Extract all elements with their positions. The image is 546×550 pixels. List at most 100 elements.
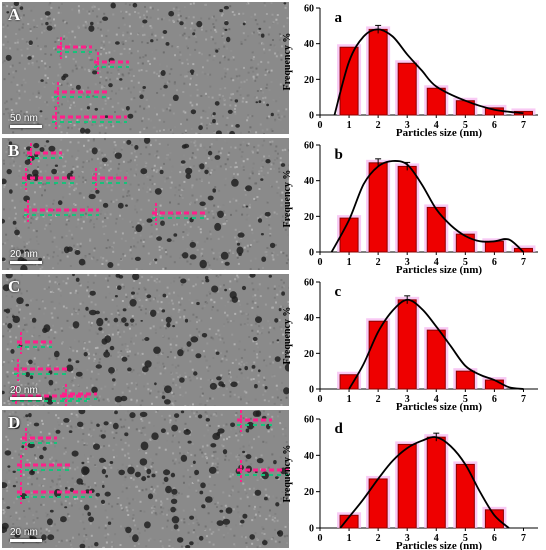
tem-grain bbox=[96, 22, 99, 25]
tem-grain bbox=[169, 255, 172, 258]
tem-grain bbox=[79, 520, 82, 522]
tem-grain bbox=[157, 17, 160, 20]
tem-grain bbox=[217, 528, 220, 531]
tem-grain bbox=[53, 307, 56, 310]
tem-grain bbox=[120, 107, 123, 110]
tem-grain bbox=[112, 250, 115, 253]
tem-grain bbox=[56, 171, 59, 173]
tem-grain bbox=[251, 306, 254, 309]
tem-grain bbox=[129, 322, 132, 325]
tem-grain bbox=[191, 240, 194, 242]
tem-grain bbox=[13, 148, 16, 151]
tem-grain bbox=[134, 353, 137, 356]
tem-grain bbox=[154, 297, 156, 300]
tem-grain bbox=[227, 130, 229, 133]
tem-grain bbox=[203, 305, 206, 308]
tem-grain bbox=[119, 53, 122, 56]
tem-grain bbox=[253, 239, 256, 242]
tem-grain bbox=[59, 485, 62, 488]
tem-grain bbox=[57, 282, 59, 285]
tem-grain bbox=[201, 280, 204, 283]
tem-grain bbox=[265, 87, 268, 89]
tem-grain bbox=[60, 422, 63, 425]
tem-grain bbox=[90, 435, 93, 438]
nanoparticle bbox=[184, 318, 189, 323]
tem-panel-d: D 20 nm bbox=[2, 410, 289, 548]
tem-grain bbox=[137, 12, 140, 15]
tem-grain bbox=[137, 81, 140, 84]
tem-grain bbox=[222, 32, 225, 35]
tem-grain bbox=[267, 539, 270, 542]
tem-grain bbox=[93, 358, 96, 360]
tem-grain bbox=[83, 196, 85, 199]
tem-grain bbox=[276, 519, 279, 522]
tem-grain bbox=[215, 333, 218, 336]
tem-grain bbox=[234, 427, 237, 430]
tem-grain bbox=[170, 371, 173, 374]
tem-grain bbox=[8, 208, 11, 211]
tem-grain bbox=[240, 155, 243, 158]
nanoparticle bbox=[31, 317, 37, 323]
tem-grain bbox=[167, 144, 170, 147]
tem-grain bbox=[166, 154, 169, 156]
tem-grain bbox=[139, 56, 142, 59]
tem-grain bbox=[180, 194, 183, 197]
tem-grain bbox=[246, 144, 249, 147]
tem-grain bbox=[48, 357, 51, 360]
tem-grain bbox=[225, 350, 228, 353]
nanoparticle bbox=[88, 25, 95, 32]
tem-grain bbox=[107, 320, 110, 323]
nanoparticle bbox=[185, 545, 191, 548]
nanoparticle bbox=[214, 101, 220, 106]
tem-grain bbox=[62, 387, 65, 389]
tem-grain bbox=[164, 492, 167, 495]
tem-grain bbox=[269, 168, 272, 170]
tem-grain bbox=[164, 448, 167, 451]
tem-grain bbox=[245, 218, 248, 221]
tem-grain bbox=[259, 295, 262, 298]
nanoparticle bbox=[212, 188, 216, 193]
tem-grain bbox=[71, 88, 74, 90]
tem-grain bbox=[197, 226, 200, 229]
tem-grain bbox=[88, 352, 90, 355]
tem-grain bbox=[86, 348, 89, 351]
tem-grain bbox=[219, 61, 222, 64]
x-tick-label: 5 bbox=[463, 257, 468, 268]
tem-grain bbox=[164, 367, 167, 370]
tem-grain bbox=[253, 146, 256, 149]
tem-grain bbox=[211, 210, 214, 213]
tem-grain bbox=[211, 248, 214, 251]
tem-grain bbox=[192, 403, 194, 406]
tem-grain bbox=[240, 40, 243, 43]
x-tick-label: 2 bbox=[376, 257, 381, 268]
tem-grain bbox=[127, 190, 130, 193]
tem-grain bbox=[126, 383, 129, 386]
scale-bar: 20 nm bbox=[10, 250, 42, 264]
tem-grain bbox=[174, 400, 177, 402]
tem-grain bbox=[54, 166, 57, 169]
tem-grain bbox=[27, 224, 30, 227]
nanoparticle bbox=[98, 327, 103, 331]
tem-grain bbox=[232, 508, 235, 511]
nanoparticle bbox=[199, 490, 204, 495]
tem-grain bbox=[143, 33, 146, 36]
tem-grain bbox=[27, 132, 30, 134]
nanoparticle bbox=[143, 138, 151, 144]
tem-grain bbox=[195, 489, 198, 492]
tem-grain bbox=[78, 282, 81, 285]
tem-grain bbox=[269, 215, 272, 218]
tem-grain bbox=[84, 181, 87, 184]
tem-grain bbox=[189, 404, 192, 406]
tem-grain bbox=[134, 297, 137, 300]
tem-grain bbox=[111, 387, 114, 390]
tem-grain bbox=[239, 94, 242, 97]
tem-grain bbox=[262, 343, 265, 346]
tem-grain bbox=[279, 34, 282, 37]
tem-grain bbox=[79, 284, 82, 287]
tem-grain bbox=[241, 231, 244, 234]
tem-grain bbox=[229, 299, 232, 302]
tem-grain bbox=[62, 153, 65, 156]
nanoparticle bbox=[219, 509, 224, 513]
tem-grain bbox=[258, 77, 261, 79]
